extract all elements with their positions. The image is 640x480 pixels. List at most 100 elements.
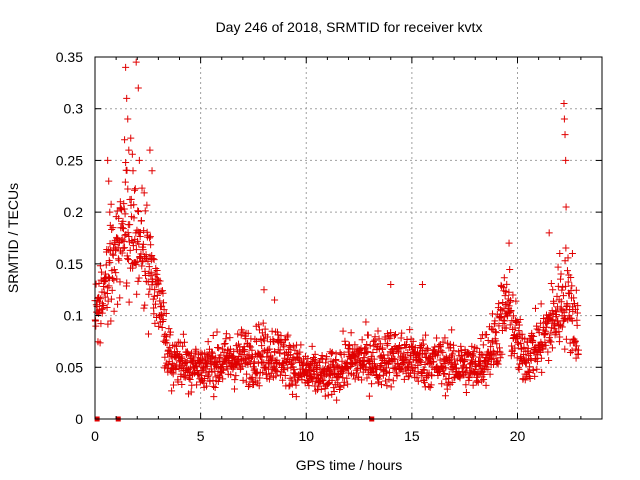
data-point <box>506 296 514 304</box>
data-point <box>564 254 572 262</box>
data-point <box>106 274 114 282</box>
data-point <box>493 340 501 348</box>
data-point <box>178 353 186 361</box>
data-point <box>351 341 359 349</box>
data-point <box>361 344 369 352</box>
data-point <box>343 358 351 366</box>
spike-point <box>104 156 112 164</box>
data-point <box>105 282 113 290</box>
data-point <box>547 329 555 337</box>
data-point <box>149 255 157 263</box>
data-point <box>134 207 142 215</box>
data-point <box>557 322 565 330</box>
data-point <box>98 305 106 313</box>
spike-point <box>568 250 576 258</box>
data-point <box>145 290 153 298</box>
data-point <box>371 333 379 341</box>
data-point <box>296 348 304 356</box>
data-point <box>544 348 552 356</box>
data-point <box>531 304 539 312</box>
data-point <box>144 330 152 338</box>
data-point <box>351 353 359 361</box>
data-point <box>116 278 124 286</box>
data-point <box>149 295 157 303</box>
data-point <box>385 375 393 383</box>
data-point <box>468 342 476 350</box>
data-point <box>362 348 370 356</box>
data-point <box>288 359 296 367</box>
data-point <box>100 288 108 296</box>
data-point <box>264 333 272 341</box>
data-point <box>343 374 351 382</box>
data-point <box>479 341 487 349</box>
data-point <box>492 337 500 345</box>
x-tick-label: 20 <box>510 428 526 444</box>
data-point <box>547 279 555 287</box>
data-point <box>127 195 135 203</box>
data-point <box>184 350 192 358</box>
data-point <box>119 244 127 252</box>
data-point <box>381 335 389 343</box>
data-point <box>220 340 228 348</box>
data-point <box>574 302 582 310</box>
data-point <box>250 381 258 389</box>
data-point <box>358 336 366 344</box>
x-tick-label: 15 <box>404 428 420 444</box>
data-point <box>219 366 227 374</box>
data-point <box>309 373 317 381</box>
data-point <box>416 357 424 365</box>
data-point <box>386 369 394 377</box>
data-point <box>121 210 129 218</box>
data-point <box>376 372 384 380</box>
data-point <box>131 185 139 193</box>
data-point <box>220 349 228 357</box>
data-point <box>484 365 492 373</box>
data-point <box>531 372 539 380</box>
spike-point <box>505 239 513 247</box>
data-point <box>135 208 143 216</box>
data-point <box>559 283 567 291</box>
data-point <box>398 329 406 337</box>
data-point <box>414 361 422 369</box>
data-point <box>561 345 569 353</box>
data-point <box>124 229 132 237</box>
data-point <box>146 234 154 242</box>
data-point <box>183 358 191 366</box>
data-point <box>469 381 477 389</box>
y-tick-label: 0.15 <box>56 256 83 272</box>
data-point <box>141 267 149 275</box>
data-point <box>362 318 370 326</box>
data-point <box>434 372 442 380</box>
data-point <box>230 385 238 393</box>
data-point <box>324 391 332 399</box>
data-point <box>488 325 496 333</box>
data-point <box>147 241 155 249</box>
data-point <box>126 221 134 229</box>
data-point <box>573 342 581 350</box>
data-point <box>323 353 331 361</box>
data-point <box>221 339 229 347</box>
data-point <box>108 286 116 294</box>
data-point <box>132 246 140 254</box>
data-point <box>566 348 574 356</box>
data-point <box>516 360 524 368</box>
data-point <box>280 365 288 373</box>
data-point <box>92 280 100 288</box>
data-point <box>204 371 212 379</box>
spike-point <box>260 286 268 294</box>
y-tick-label: 0.35 <box>56 49 83 65</box>
data-point <box>103 304 111 312</box>
data-point <box>509 291 517 299</box>
data-point <box>160 306 168 314</box>
spike-point <box>123 94 131 102</box>
data-point <box>219 375 227 383</box>
data-point <box>110 307 118 315</box>
data-point <box>515 321 523 329</box>
data-point <box>203 382 211 390</box>
data-point <box>123 166 131 174</box>
spike-point <box>124 115 132 123</box>
data-point <box>154 276 162 284</box>
data-point <box>104 320 112 328</box>
data-point <box>144 257 152 265</box>
